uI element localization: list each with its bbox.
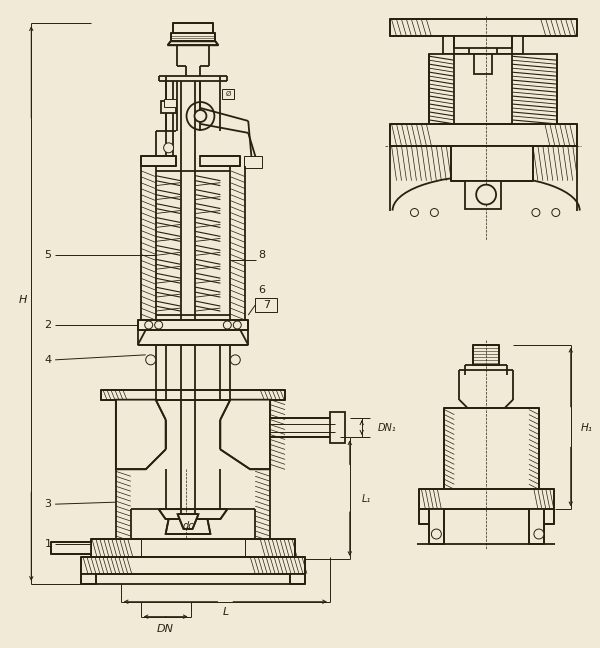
Text: 4: 4 bbox=[44, 355, 52, 365]
Text: 7: 7 bbox=[263, 300, 270, 310]
Bar bbox=[465, 181, 501, 209]
Polygon shape bbox=[419, 509, 430, 524]
Polygon shape bbox=[529, 509, 544, 544]
Text: H: H bbox=[19, 295, 28, 305]
Bar bbox=[430, 54, 557, 124]
Circle shape bbox=[430, 209, 439, 216]
Polygon shape bbox=[419, 489, 554, 509]
Bar bbox=[161, 101, 176, 113]
Polygon shape bbox=[138, 330, 248, 345]
Bar bbox=[451, 146, 533, 181]
Bar bbox=[443, 36, 469, 54]
Polygon shape bbox=[173, 23, 214, 33]
Circle shape bbox=[534, 529, 544, 539]
Text: 2: 2 bbox=[44, 320, 52, 330]
Text: DN: DN bbox=[157, 623, 174, 634]
Bar bbox=[223, 89, 235, 99]
Polygon shape bbox=[91, 539, 295, 557]
Polygon shape bbox=[138, 320, 248, 330]
Circle shape bbox=[476, 185, 496, 205]
Bar bbox=[164, 99, 176, 107]
Polygon shape bbox=[200, 156, 240, 166]
Bar bbox=[454, 54, 512, 124]
Bar bbox=[330, 411, 345, 443]
Text: H₁: H₁ bbox=[581, 422, 593, 432]
Polygon shape bbox=[166, 519, 211, 534]
Circle shape bbox=[552, 209, 560, 216]
Circle shape bbox=[532, 209, 540, 216]
Bar bbox=[255, 298, 277, 312]
Polygon shape bbox=[544, 509, 554, 524]
Polygon shape bbox=[81, 574, 96, 584]
Text: Ø: Ø bbox=[226, 91, 231, 97]
Text: 3: 3 bbox=[44, 499, 52, 509]
Polygon shape bbox=[270, 417, 340, 437]
Text: DN₁: DN₁ bbox=[377, 422, 396, 432]
Polygon shape bbox=[170, 33, 215, 41]
Circle shape bbox=[223, 321, 232, 329]
Polygon shape bbox=[290, 574, 305, 584]
Polygon shape bbox=[389, 124, 577, 146]
Polygon shape bbox=[116, 400, 166, 469]
Polygon shape bbox=[430, 509, 445, 544]
Circle shape bbox=[145, 321, 152, 329]
Bar bbox=[473, 345, 499, 365]
Circle shape bbox=[230, 355, 240, 365]
Polygon shape bbox=[51, 542, 91, 554]
Text: 1: 1 bbox=[44, 539, 52, 549]
Polygon shape bbox=[445, 408, 539, 489]
Polygon shape bbox=[389, 19, 577, 36]
Circle shape bbox=[155, 321, 163, 329]
Text: 6: 6 bbox=[259, 285, 266, 295]
Polygon shape bbox=[220, 400, 270, 469]
Bar bbox=[244, 156, 262, 168]
Bar bbox=[474, 54, 492, 74]
Circle shape bbox=[233, 321, 241, 329]
Circle shape bbox=[146, 355, 155, 365]
Circle shape bbox=[410, 209, 418, 216]
Bar bbox=[454, 36, 512, 49]
Text: 5: 5 bbox=[44, 250, 52, 260]
Polygon shape bbox=[141, 156, 176, 166]
Polygon shape bbox=[167, 41, 218, 45]
Polygon shape bbox=[101, 389, 285, 400]
Polygon shape bbox=[81, 557, 305, 574]
Polygon shape bbox=[178, 514, 199, 529]
Text: L₁: L₁ bbox=[362, 494, 371, 504]
Circle shape bbox=[164, 143, 173, 153]
Text: L: L bbox=[222, 607, 229, 617]
Polygon shape bbox=[158, 509, 227, 519]
Text: 8: 8 bbox=[259, 250, 266, 260]
Circle shape bbox=[431, 529, 442, 539]
Bar bbox=[497, 36, 523, 54]
Text: dc: dc bbox=[183, 521, 194, 531]
Circle shape bbox=[194, 110, 206, 122]
